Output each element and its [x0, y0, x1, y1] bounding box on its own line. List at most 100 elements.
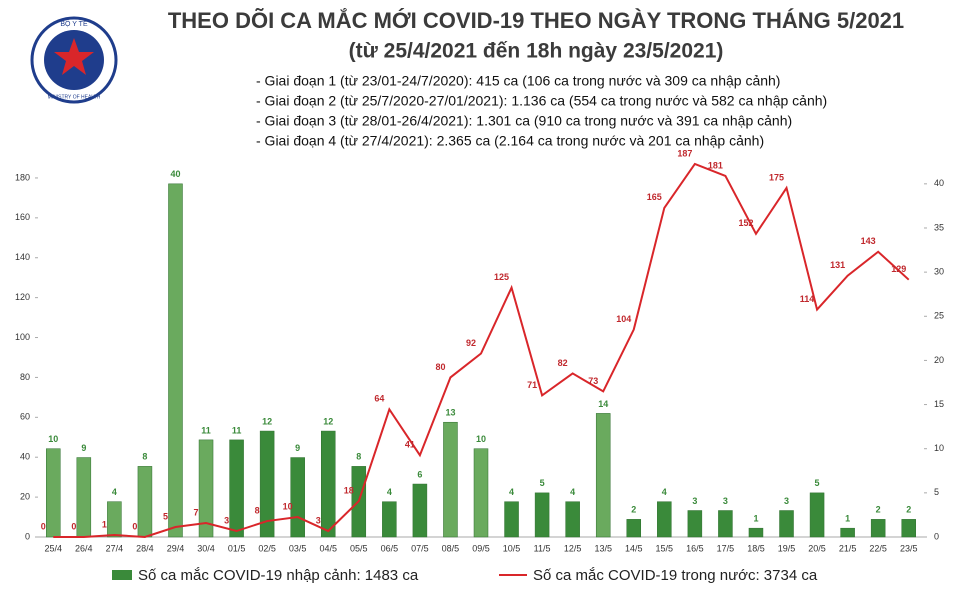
bar-value-label: 6 [417, 469, 422, 479]
line-value-label: 1 [102, 519, 107, 529]
x-tick-label: 03/5 [289, 543, 307, 553]
bar [382, 501, 397, 538]
bar-value-label: 4 [570, 487, 575, 497]
line-value-label: 80 [435, 362, 445, 372]
legend-label: Số ca mắc COVID-19 nhập cảnh: 1483 ca [138, 567, 419, 584]
x-tick-label: 11/5 [534, 543, 551, 553]
y2-tick-label: 10 [934, 443, 944, 453]
x-tick-label: 27/4 [106, 543, 124, 553]
bar [779, 510, 794, 538]
bar-value-label: 14 [598, 399, 608, 409]
bar [473, 448, 489, 538]
bar-value-label: 4 [662, 487, 667, 497]
note: - Giai đoạn 1 (từ 23/01-24/7/2020): 415 … [256, 73, 780, 89]
line-value-label: 152 [738, 218, 753, 228]
bar-value-label: 5 [815, 478, 820, 488]
y-tick-label: 0 [25, 531, 30, 541]
x-tick-label: 10/5 [503, 543, 521, 553]
line-value-label: 3 [316, 515, 321, 525]
bar [168, 183, 183, 538]
line-value-label: 7 [194, 507, 199, 517]
x-tick-label: 17/5 [717, 543, 735, 553]
y2-tick-label: 20 [934, 355, 944, 365]
x-tick-label: 05/5 [350, 543, 368, 553]
bar [412, 483, 428, 538]
bar [107, 501, 122, 538]
y2-tick-label: 40 [934, 178, 944, 188]
x-tick-label: 06/5 [381, 543, 399, 553]
y-tick-label: 180 [15, 172, 30, 182]
bar [198, 439, 214, 538]
x-tick-label: 15/5 [656, 543, 674, 553]
line-value-label: 64 [374, 394, 384, 404]
x-tick-label: 08/5 [442, 543, 460, 553]
x-tick-label: 29/4 [167, 543, 185, 553]
bar [229, 439, 244, 538]
y-tick-label: 20 [20, 491, 30, 501]
x-tick-label: 07/5 [411, 543, 429, 553]
bar-value-label: 1 [753, 514, 758, 524]
line-value-label: 104 [616, 314, 631, 324]
y-tick-label: 140 [15, 252, 30, 262]
x-tick-label: 02/5 [258, 543, 276, 553]
line-value-label: 181 [708, 160, 723, 170]
bar-value-label: 10 [48, 434, 58, 444]
bar-value-label: 10 [476, 434, 486, 444]
logo-star [54, 38, 94, 75]
bar [657, 501, 672, 538]
x-tick-label: 20/5 [808, 543, 826, 553]
bar-value-label: 4 [509, 487, 514, 497]
x-tick-label: 13/5 [594, 543, 612, 553]
note: - Giai đoạn 4 (từ 27/4/2021): 2.365 ca (… [256, 133, 764, 149]
line-value-label: 129 [891, 264, 906, 274]
chart-subtitle: (từ 25/4/2021 đến 18h ngày 23/5/2021) [349, 40, 724, 63]
y2-tick-label: 35 [934, 222, 944, 232]
logo-top: BỘ Y TẾ [60, 18, 88, 28]
y-tick-label: 120 [15, 292, 30, 302]
x-tick-label: 18/5 [747, 543, 765, 553]
y2-tick-label: 25 [934, 311, 944, 321]
bar [320, 430, 336, 538]
bar-value-label: 2 [906, 505, 911, 515]
x-tick-label: 19/5 [778, 543, 796, 553]
bar [595, 413, 611, 538]
bar-value-label: 3 [723, 496, 728, 506]
chart-title: THEO DÕI CA MẮC MỚI COVID-19 THEO NGÀY T… [168, 8, 904, 33]
bar [840, 527, 855, 538]
line-value-label: 41 [405, 440, 415, 450]
bar-value-label: 8 [142, 452, 147, 462]
bar-value-label: 2 [631, 505, 636, 515]
line-value-label: 114 [800, 294, 815, 304]
line-value-label: 3 [224, 515, 229, 525]
line-value-label: 5 [163, 511, 168, 521]
bar [46, 448, 61, 538]
bar-value-label: 9 [81, 443, 86, 453]
bar [718, 510, 733, 538]
x-tick-label: 01/5 [228, 543, 246, 553]
bar [504, 501, 519, 538]
bar [565, 501, 580, 538]
x-tick-label: 04/5 [319, 543, 337, 553]
y-tick-label: 60 [20, 412, 30, 422]
bar-value-label: 12 [262, 416, 272, 426]
x-tick-label: 09/5 [472, 543, 490, 553]
line-value-label: 0 [41, 521, 46, 531]
line-value-label: 165 [647, 192, 662, 202]
line-value-label: 82 [558, 358, 568, 368]
x-tick-label: 28/4 [136, 543, 154, 553]
bar [259, 430, 275, 538]
note: - Giai đoạn 3 (từ 28/01-26/4/2021): 1.30… [256, 113, 792, 129]
x-tick-label: 12/5 [564, 543, 582, 553]
bar [534, 492, 550, 538]
bar [809, 492, 825, 538]
line-value-label: 8 [255, 505, 260, 515]
line-value-label: 125 [494, 272, 509, 282]
line-value-label: 18 [344, 485, 354, 495]
line-value-label: 73 [588, 376, 598, 386]
line-value-label: 0 [71, 521, 76, 531]
bar-value-label: 3 [784, 496, 789, 506]
y2-tick-label: 5 [934, 487, 939, 497]
bar [443, 421, 458, 538]
line-value-label: 131 [830, 260, 845, 270]
x-tick-label: 23/5 [900, 543, 918, 553]
